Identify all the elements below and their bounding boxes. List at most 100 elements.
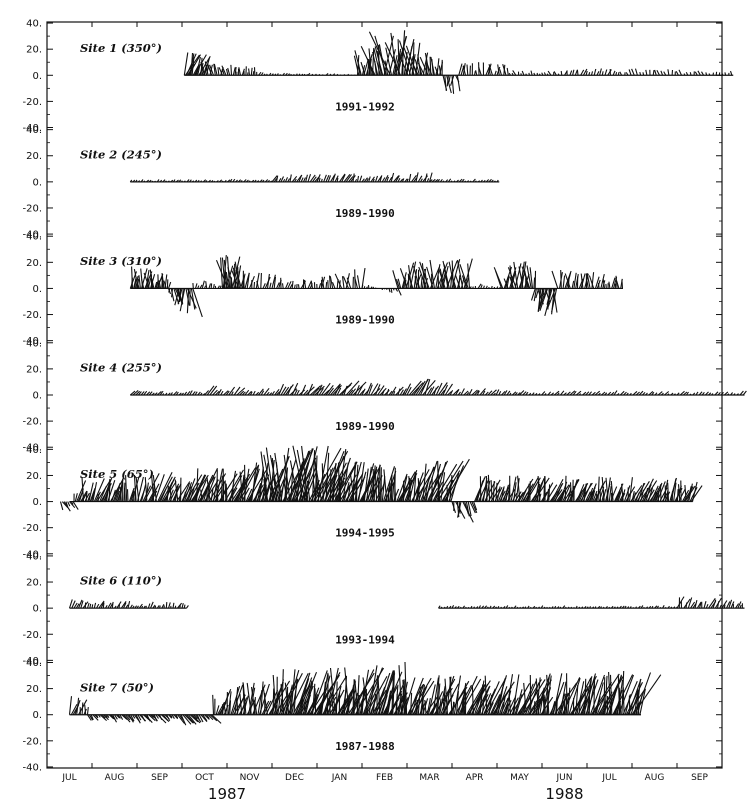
vector-stick [232, 67, 236, 76]
vector-stick [163, 280, 167, 289]
vector-stick [253, 281, 256, 289]
y-tick-label: 20. [26, 258, 42, 269]
vector-stick [708, 597, 716, 609]
y-tick-label: 0. [32, 391, 42, 402]
vector-stick [89, 488, 96, 502]
vector-stick [619, 605, 622, 609]
vector-stick [429, 386, 435, 396]
vector-stick [205, 281, 208, 289]
vector-stick [692, 392, 696, 396]
vector-stick [477, 283, 482, 289]
vector-stick [348, 473, 364, 502]
vector-stick [594, 276, 600, 289]
vector-stick [510, 476, 517, 502]
vector-stick [390, 386, 397, 396]
vector-stick [372, 468, 375, 502]
vector-stick [152, 604, 156, 609]
vector-stick [274, 388, 280, 396]
vector-stick [323, 389, 330, 396]
x-axis: JUL AUG SEP OCT NOV DEC JAN FEB MAR APR MAY JUN JUL A… [46, 22, 723, 803]
vector-stick [165, 180, 167, 183]
sticks [68, 661, 662, 726]
vector-stick [483, 179, 486, 183]
vector-stick [130, 714, 135, 722]
vector-stick [464, 501, 469, 515]
vector-stick [438, 605, 441, 609]
vector-stick [389, 474, 393, 502]
vector-stick [619, 71, 623, 76]
y-tick-label: -40. [22, 549, 42, 560]
vector-stick [249, 391, 253, 396]
vector-stick [230, 685, 241, 715]
vector-stick [284, 682, 290, 715]
vector-stick [417, 686, 421, 715]
vector-stick [245, 488, 253, 502]
vector-stick [562, 275, 566, 289]
vector-stick [374, 470, 378, 502]
vector-stick [413, 475, 417, 502]
vector-stick [254, 702, 258, 715]
vector-stick [372, 178, 375, 183]
vector-stick [547, 288, 557, 307]
vector-stick [529, 674, 532, 715]
site-label: Site 5 (65°) [80, 467, 154, 481]
vector-stick [266, 73, 268, 76]
vector-stick [442, 384, 449, 396]
vector-stick [182, 714, 192, 725]
month-label: OCT [195, 773, 214, 783]
vector-stick [654, 605, 658, 609]
vector-stick [131, 266, 134, 289]
vector-stick [491, 179, 494, 183]
vector-stick [197, 479, 207, 502]
month-label: JUL [601, 773, 616, 783]
vector-stick [294, 178, 297, 183]
vector-stick [114, 605, 117, 609]
vector-stick [486, 606, 489, 609]
vector-stick [198, 714, 204, 723]
vector-stick [197, 179, 200, 183]
vector-stick [564, 606, 567, 609]
vector-stick [112, 482, 121, 502]
vector-stick [68, 696, 73, 715]
vector-stick [587, 487, 594, 502]
vector-stick [134, 278, 137, 289]
vector-stick [584, 491, 591, 502]
vector-stick [294, 389, 298, 396]
vector-stick [551, 606, 554, 609]
vector-stick [150, 471, 155, 502]
vector-stick [497, 684, 504, 715]
vector-stick [419, 56, 429, 76]
vector-stick [207, 714, 214, 721]
vector-stick [149, 601, 154, 609]
vector-stick [584, 678, 587, 715]
vector-stick [332, 478, 336, 502]
vector-stick [132, 389, 139, 396]
vector-stick [448, 605, 452, 609]
vector-stick [564, 475, 567, 502]
vector-stick [303, 389, 309, 396]
vector-stick [482, 285, 485, 289]
vector-stick [659, 606, 662, 609]
vector-stick [213, 180, 216, 183]
vector-stick [280, 386, 287, 396]
vector-stick [227, 691, 232, 715]
vector-stick [145, 270, 150, 289]
vector-stick [636, 689, 640, 715]
vector-stick [397, 288, 402, 296]
vector-stick [496, 486, 501, 502]
vector-stick [290, 669, 296, 715]
vector-stick [334, 383, 341, 396]
vector-stick [703, 601, 707, 609]
vector-stick [583, 483, 587, 502]
vector-stick [479, 388, 486, 396]
vector-stick [159, 390, 164, 396]
vector-stick [112, 714, 117, 723]
vector-stick [406, 480, 412, 502]
sticks [129, 378, 747, 396]
vector-stick [553, 71, 557, 76]
vector-stick [191, 714, 201, 724]
vector-stick [664, 391, 670, 396]
vector-stick [279, 698, 283, 715]
vector-stick [266, 273, 270, 289]
vector-stick [287, 281, 292, 289]
